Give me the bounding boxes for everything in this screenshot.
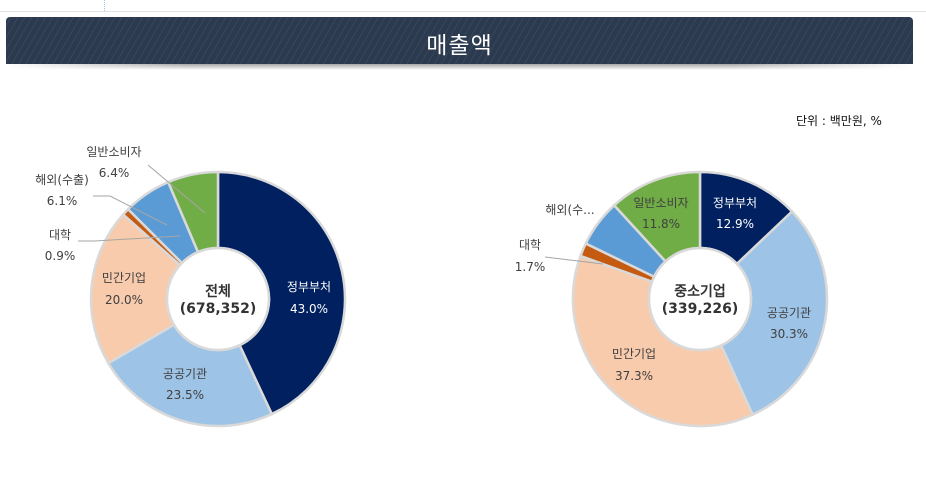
chart2-label-gov-pct: 12.9% <box>716 217 754 231</box>
chart2-center-title: 중소기업 <box>674 284 726 300</box>
chart1-label-pub-pct: 23.5% <box>166 388 204 402</box>
chart2-label-gov-name: 정부부처 <box>713 196 757 210</box>
chart1-label-pri-name: 민간기업 <box>102 271 146 285</box>
top-divider <box>0 11 926 12</box>
chart1-label-exp-name: 해외(수출) <box>35 173 89 187</box>
chart2-label-con-pct: 11.8% <box>642 217 680 231</box>
chart2-label-con-name: 일반소비자 <box>633 196 688 210</box>
chart2-label-uni-pct: 1.7% <box>515 260 546 274</box>
chart2-label-pri-pct: 37.3% <box>615 369 653 383</box>
chart1-label-gov-pct: 43.0% <box>290 302 328 316</box>
chart2-label-pub-pct: 30.3% <box>770 327 808 341</box>
chart2-label-exp-name: 해외(수... <box>545 203 594 217</box>
donut-chart-sme <box>571 170 829 428</box>
chart1-label-con-name: 일반소비자 <box>86 145 141 159</box>
section-title: 매출액 <box>426 33 493 59</box>
chart1-label-exp-pct: 6.1% <box>47 194 78 208</box>
chart2-label-pri-name: 민간기업 <box>612 347 656 361</box>
chart2-label-pub-name: 공공기관 <box>767 306 811 320</box>
chart1-label-uni-pct: 0.9% <box>45 249 76 263</box>
unit-label: 단위 : 백만원, % <box>796 114 882 128</box>
section-header-banner: 매출액 <box>6 17 913 64</box>
chart2-label-uni-name: 대학 <box>519 238 541 252</box>
banner-shadow <box>6 64 913 70</box>
chart1-label-pri-pct: 20.0% <box>105 293 143 307</box>
chart1-label-pub-name: 공공기관 <box>163 367 207 381</box>
chart1-label-gov-name: 정부부처 <box>287 280 331 294</box>
dotted-divider <box>104 0 106 11</box>
chart1-center-total: (678,352) <box>180 301 257 317</box>
chart1-label-uni-name: 대학 <box>49 228 71 242</box>
leader-lines-chart1 <box>78 164 206 242</box>
chart1-label-con-pct: 6.4% <box>99 166 130 180</box>
donut-hole <box>165 246 271 352</box>
chart2-center-total: (339,226) <box>662 301 739 317</box>
leader-lines-chart2 <box>544 256 604 265</box>
chart1-center-title: 전체 <box>205 283 231 300</box>
donut-hole <box>647 246 753 352</box>
